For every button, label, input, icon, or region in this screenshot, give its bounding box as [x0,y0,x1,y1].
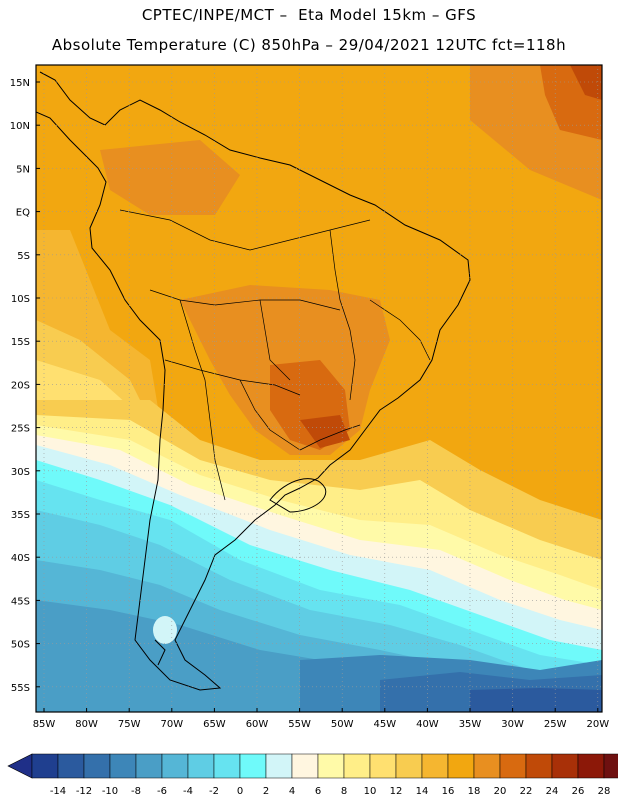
colorbar-label: 8 [341,786,347,797]
colorbar: -14 -12 -10 -8 -6 -4 -2 0 2 4 6 8 10 12 14 16 18 20 22 24 26… [7,753,618,797]
lat-label: 5S [17,251,30,262]
colorbar-label: 6 [315,786,321,797]
lat-lon-grid [36,65,602,712]
colorbar-swatch [499,753,527,779]
lat-label: 50S [11,640,30,651]
temperature-map: 15N 10N 5N EQ 5S 10S 15S 20S 25S 30S 35S 40S 45S 50S 5… [10,64,610,730]
colorbar-label: 12 [390,786,403,797]
lon-label: 20W [586,719,609,730]
map-frame [35,64,603,713]
colorbar-swatch [577,753,605,779]
colorbar-label: 2 [263,786,269,797]
lat-label: 25S [11,424,30,435]
colorbar-label: -6 [157,786,167,797]
lat-label: 15S [11,337,30,348]
lon-label: 60W [246,719,269,730]
colorbar-label: 24 [546,786,559,797]
colorbar-label: 14 [416,786,429,797]
colorbar-label: 26 [572,786,585,797]
lat-label: 30S [11,467,30,478]
colorbar-swatch [161,753,189,779]
lon-label: 45W [373,719,396,730]
colorbar-swatch [31,753,59,779]
lat-label: 40S [11,553,30,564]
lat-label: 45S [11,596,30,607]
colorbar-swatch [447,753,475,779]
lon-label: 75W [118,719,141,730]
colorbar-label: -2 [209,786,219,797]
longitude-labels: 85W 80W 75W 70W 65W 60W 55W 50W 45W 40W 35W 30W 25W 2… [33,719,610,730]
colorbar-swatch [473,753,501,779]
colorbar-label: 4 [289,786,295,797]
colorbar-swatch [369,753,397,779]
colorbar-label: -14 [50,786,66,797]
colorbar-swatch [109,753,137,779]
lon-label: 80W [75,719,98,730]
colorbar-swatch [291,753,319,779]
colorbar-swatch [551,753,579,779]
colorbar-swatch [187,753,215,779]
coastline [36,71,471,691]
lon-label: 30W [501,719,524,730]
colorbar-swatch [525,753,553,779]
colorbar-swatch [265,753,293,779]
lat-label: 10N [10,121,30,132]
colorbar-swatch [239,753,267,779]
colorbar-label: 20 [494,786,507,797]
lon-label: 25W [544,719,567,730]
lon-label: 55W [288,719,311,730]
colorbar-label: -12 [76,786,92,797]
colorbar-swatch [343,753,371,779]
colorbar-swatch [57,753,85,779]
colorbar-swatch [421,753,449,779]
colorbar-under-arrow [7,753,33,779]
colorbar-label: 10 [364,786,377,797]
lat-label: 55S [11,683,30,694]
latitude-labels: 15N 10N 5N EQ 5S 10S 15S 20S 25S 30S 35S 40S 45S 50S 5… [10,78,30,694]
colorbar-swatch [83,753,111,779]
lon-label: 35W [459,719,482,730]
lon-label: 85W [33,719,56,730]
colorbar-swatch [395,753,423,779]
colorbar-label: 0 [237,786,243,797]
colorbar-swatch [135,753,163,779]
colorbar-swatch [213,753,241,779]
lat-label: 15N [10,78,30,89]
lon-label: 70W [160,719,183,730]
colorbar-label: 18 [468,786,481,797]
colorbar-label: -10 [102,786,118,797]
chart-title-line1: CPTEC/INPE/MCT – Eta Model 15km – GFS [141,6,477,24]
lat-label: 20S [11,380,30,391]
temperature-field [36,65,602,712]
lat-label: 5N [16,164,30,175]
chart-title-line2: Absolute Temperature (C) 850hPa – 29/04/… [51,36,567,54]
colorbar-label: -8 [131,786,141,797]
colorbar-label: -4 [183,786,193,797]
colorbar-swatch [317,753,345,779]
lat-label: 10S [11,294,30,305]
lat-label: EQ [16,208,30,219]
colorbar-label: 16 [442,786,455,797]
country-borders [119,209,431,501]
lat-label: 35S [11,510,30,521]
lon-label: 40W [416,719,439,730]
lon-label: 50W [331,719,354,730]
colorbar-swatch [603,753,618,779]
colorbar-label: 22 [520,786,533,797]
colorbar-label: 28 [598,786,611,797]
lon-label: 65W [203,719,226,730]
